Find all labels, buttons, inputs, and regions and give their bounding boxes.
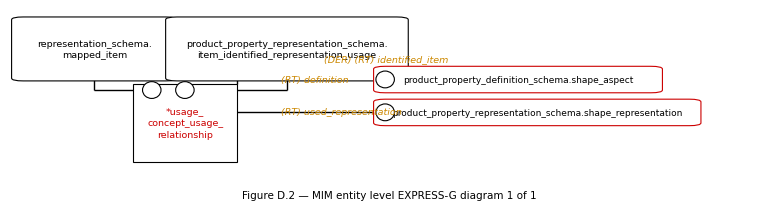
FancyBboxPatch shape [166, 18, 408, 81]
Text: (RT) used_representation: (RT) used_representation [281, 108, 402, 117]
FancyBboxPatch shape [373, 100, 701, 126]
Text: (DER) (RT) identified_item: (DER) (RT) identified_item [324, 55, 448, 64]
Text: product_property_definition_schema.shape_aspect: product_property_definition_schema.shape… [403, 76, 633, 85]
FancyBboxPatch shape [373, 67, 662, 93]
FancyBboxPatch shape [12, 18, 177, 81]
Bar [133, 84, 237, 162]
Ellipse shape [376, 72, 394, 88]
Text: representation_schema.
mapped_item: representation_schema. mapped_item [37, 39, 152, 60]
Text: product_property_representation_schema.
item_identified_representation_usage: product_property_representation_schema. … [186, 39, 387, 60]
Text: Figure D.2 — MIM entity level EXPRESS-G diagram 1 of 1: Figure D.2 — MIM entity level EXPRESS-G … [242, 190, 536, 200]
Text: product_property_representation_schema.shape_representation: product_property_representation_schema.s… [392, 108, 682, 117]
Text: (RT) definition: (RT) definition [281, 75, 349, 84]
Text: *usage_
concept_usage_
relationship: *usage_ concept_usage_ relationship [147, 107, 223, 140]
Ellipse shape [376, 104, 394, 121]
Ellipse shape [142, 82, 161, 99]
Ellipse shape [176, 82, 194, 99]
